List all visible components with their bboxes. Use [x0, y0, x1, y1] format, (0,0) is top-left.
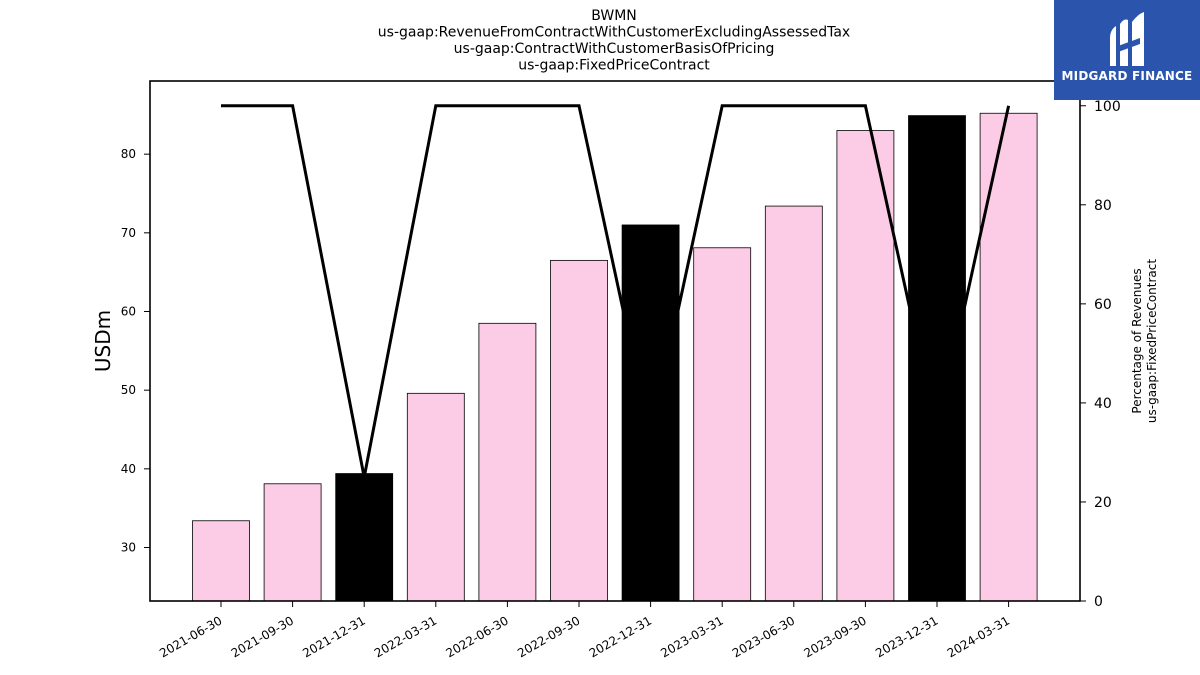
bar-2022-06-30	[478, 322, 537, 602]
bar-series	[192, 112, 1038, 602]
midgard-finance-logo: MIDGARD FINANCE	[1054, 0, 1200, 100]
y2-tick-label: 100	[1094, 99, 1121, 115]
x-tick-label: 2023-03-31	[658, 613, 725, 660]
y-axis-left-ticks: 30 40 50 60 70 80	[121, 147, 150, 555]
x-tick-label: 2022-12-31	[587, 613, 654, 660]
y-tick-label: 40	[121, 462, 136, 476]
y2-axis-label-line-0: Percentage of Revenues	[1130, 268, 1144, 413]
bar-2021-12-31	[335, 473, 394, 602]
y-tick-label: 70	[121, 226, 136, 240]
y-axis-label: USDm	[91, 310, 115, 372]
y2-tick-label: 60	[1094, 297, 1112, 313]
bar-2023-06-30	[764, 205, 823, 602]
x-tick-label: 2023-09-30	[801, 613, 868, 660]
bar-2022-03-31	[406, 392, 465, 602]
percentage-line	[221, 104, 1011, 478]
bar-2021-09-30	[263, 483, 322, 602]
bar-2023-03-31	[693, 247, 752, 602]
x-tick-label: 2024-03-31	[945, 613, 1012, 660]
x-tick-label: 2023-12-31	[873, 613, 940, 660]
bar-2021-06-30	[192, 520, 250, 602]
y2-tick-label: 40	[1094, 396, 1112, 412]
logo-mark-icon	[1110, 12, 1144, 66]
bar-2022-09-30	[550, 259, 608, 602]
logo-text: MIDGARD FINANCE	[1061, 69, 1193, 83]
y-tick-label: 30	[121, 541, 136, 555]
bar-2023-09-30	[836, 130, 895, 602]
y-tick-label: 80	[121, 147, 136, 161]
title-line-0: BWMN	[591, 8, 637, 24]
y2-tick-label: 20	[1094, 495, 1112, 511]
y-axis-right-ticks: 0 20 40 60 80 100	[1080, 99, 1121, 610]
line-series	[221, 104, 1011, 478]
x-tick-label: 2022-09-30	[515, 613, 582, 660]
bar-2024-03-31	[979, 112, 1038, 602]
axes	[149, 80, 1081, 602]
x-tick-label: 2022-03-31	[372, 613, 439, 660]
x-tick-label: 2022-06-30	[443, 613, 510, 660]
x-tick-label: 2021-09-30	[229, 613, 296, 660]
plot-frame	[149, 80, 1081, 602]
chart-title: BWMNus-gaap:RevenueFromContractWithCusto…	[378, 8, 850, 74]
axis-labels: USDm Percentage of Revenues us-gaap:FixedP…	[91, 259, 1159, 423]
x-axis-ticks: 2021-06-30 2021-09-30 2021-12-31 2022-03-31…	[157, 601, 1012, 660]
y-tick-label: 60	[121, 304, 136, 318]
y2-tick-label: 0	[1094, 594, 1103, 610]
x-tick-label: 2021-06-30	[157, 613, 224, 660]
x-tick-label: 2023-06-30	[730, 613, 797, 660]
y-tick-label: 50	[121, 383, 136, 397]
bar-2022-12-31	[621, 224, 680, 602]
bar-2023-12-31	[908, 115, 966, 602]
y2-axis-label-line-1: us-gaap:FixedPriceContract	[1145, 259, 1159, 423]
y2-tick-label: 80	[1094, 198, 1112, 214]
title-line-1: us-gaap:RevenueFromContractWithCustomerE…	[378, 25, 850, 41]
title-line-3: us-gaap:FixedPriceContract	[518, 58, 710, 74]
x-tick-label: 2021-12-31	[300, 613, 367, 660]
title-line-2: us-gaap:ContractWithCustomerBasisOfPrici…	[454, 41, 775, 57]
